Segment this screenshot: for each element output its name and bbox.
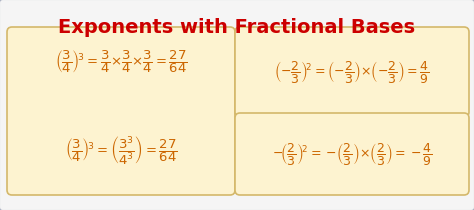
FancyBboxPatch shape [235,113,469,195]
Text: $\left(-\dfrac{2}{3}\right)^{\!2} = \left(-\dfrac{2}{3}\right){\times}\left(-\df: $\left(-\dfrac{2}{3}\right)^{\!2} = \lef… [274,59,429,85]
Text: $-\!\left(\dfrac{2}{3}\right)^{\!2} = -\!\left(\dfrac{2}{3}\right){\times}\left(: $-\!\left(\dfrac{2}{3}\right)^{\!2} = -\… [272,141,432,167]
Text: $\left(\dfrac{3}{4}\right)^{\!3} = \left(\dfrac{3^3}{4^3}\right) = \dfrac{27}{64: $\left(\dfrac{3}{4}\right)^{\!3} = \left… [64,134,177,166]
FancyBboxPatch shape [7,27,235,195]
Text: $\left(\dfrac{3}{4}\right)^{\!3} = \dfrac{3}{4} {\times} \dfrac{3}{4} {\times} \: $\left(\dfrac{3}{4}\right)^{\!3} = \dfra… [55,49,187,76]
Text: Exponents with Fractional Bases: Exponents with Fractional Bases [58,18,416,37]
FancyBboxPatch shape [235,27,469,117]
